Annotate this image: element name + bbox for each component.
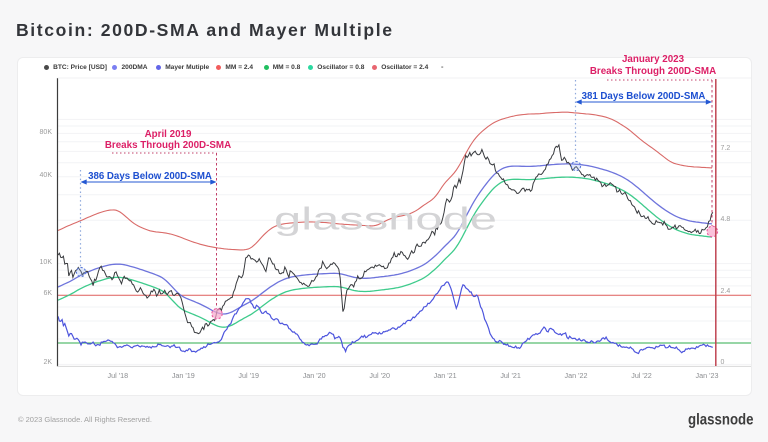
svg-text:glassnode: glassnode (688, 411, 754, 428)
svg-text:glassnode: glassnode (274, 201, 497, 237)
